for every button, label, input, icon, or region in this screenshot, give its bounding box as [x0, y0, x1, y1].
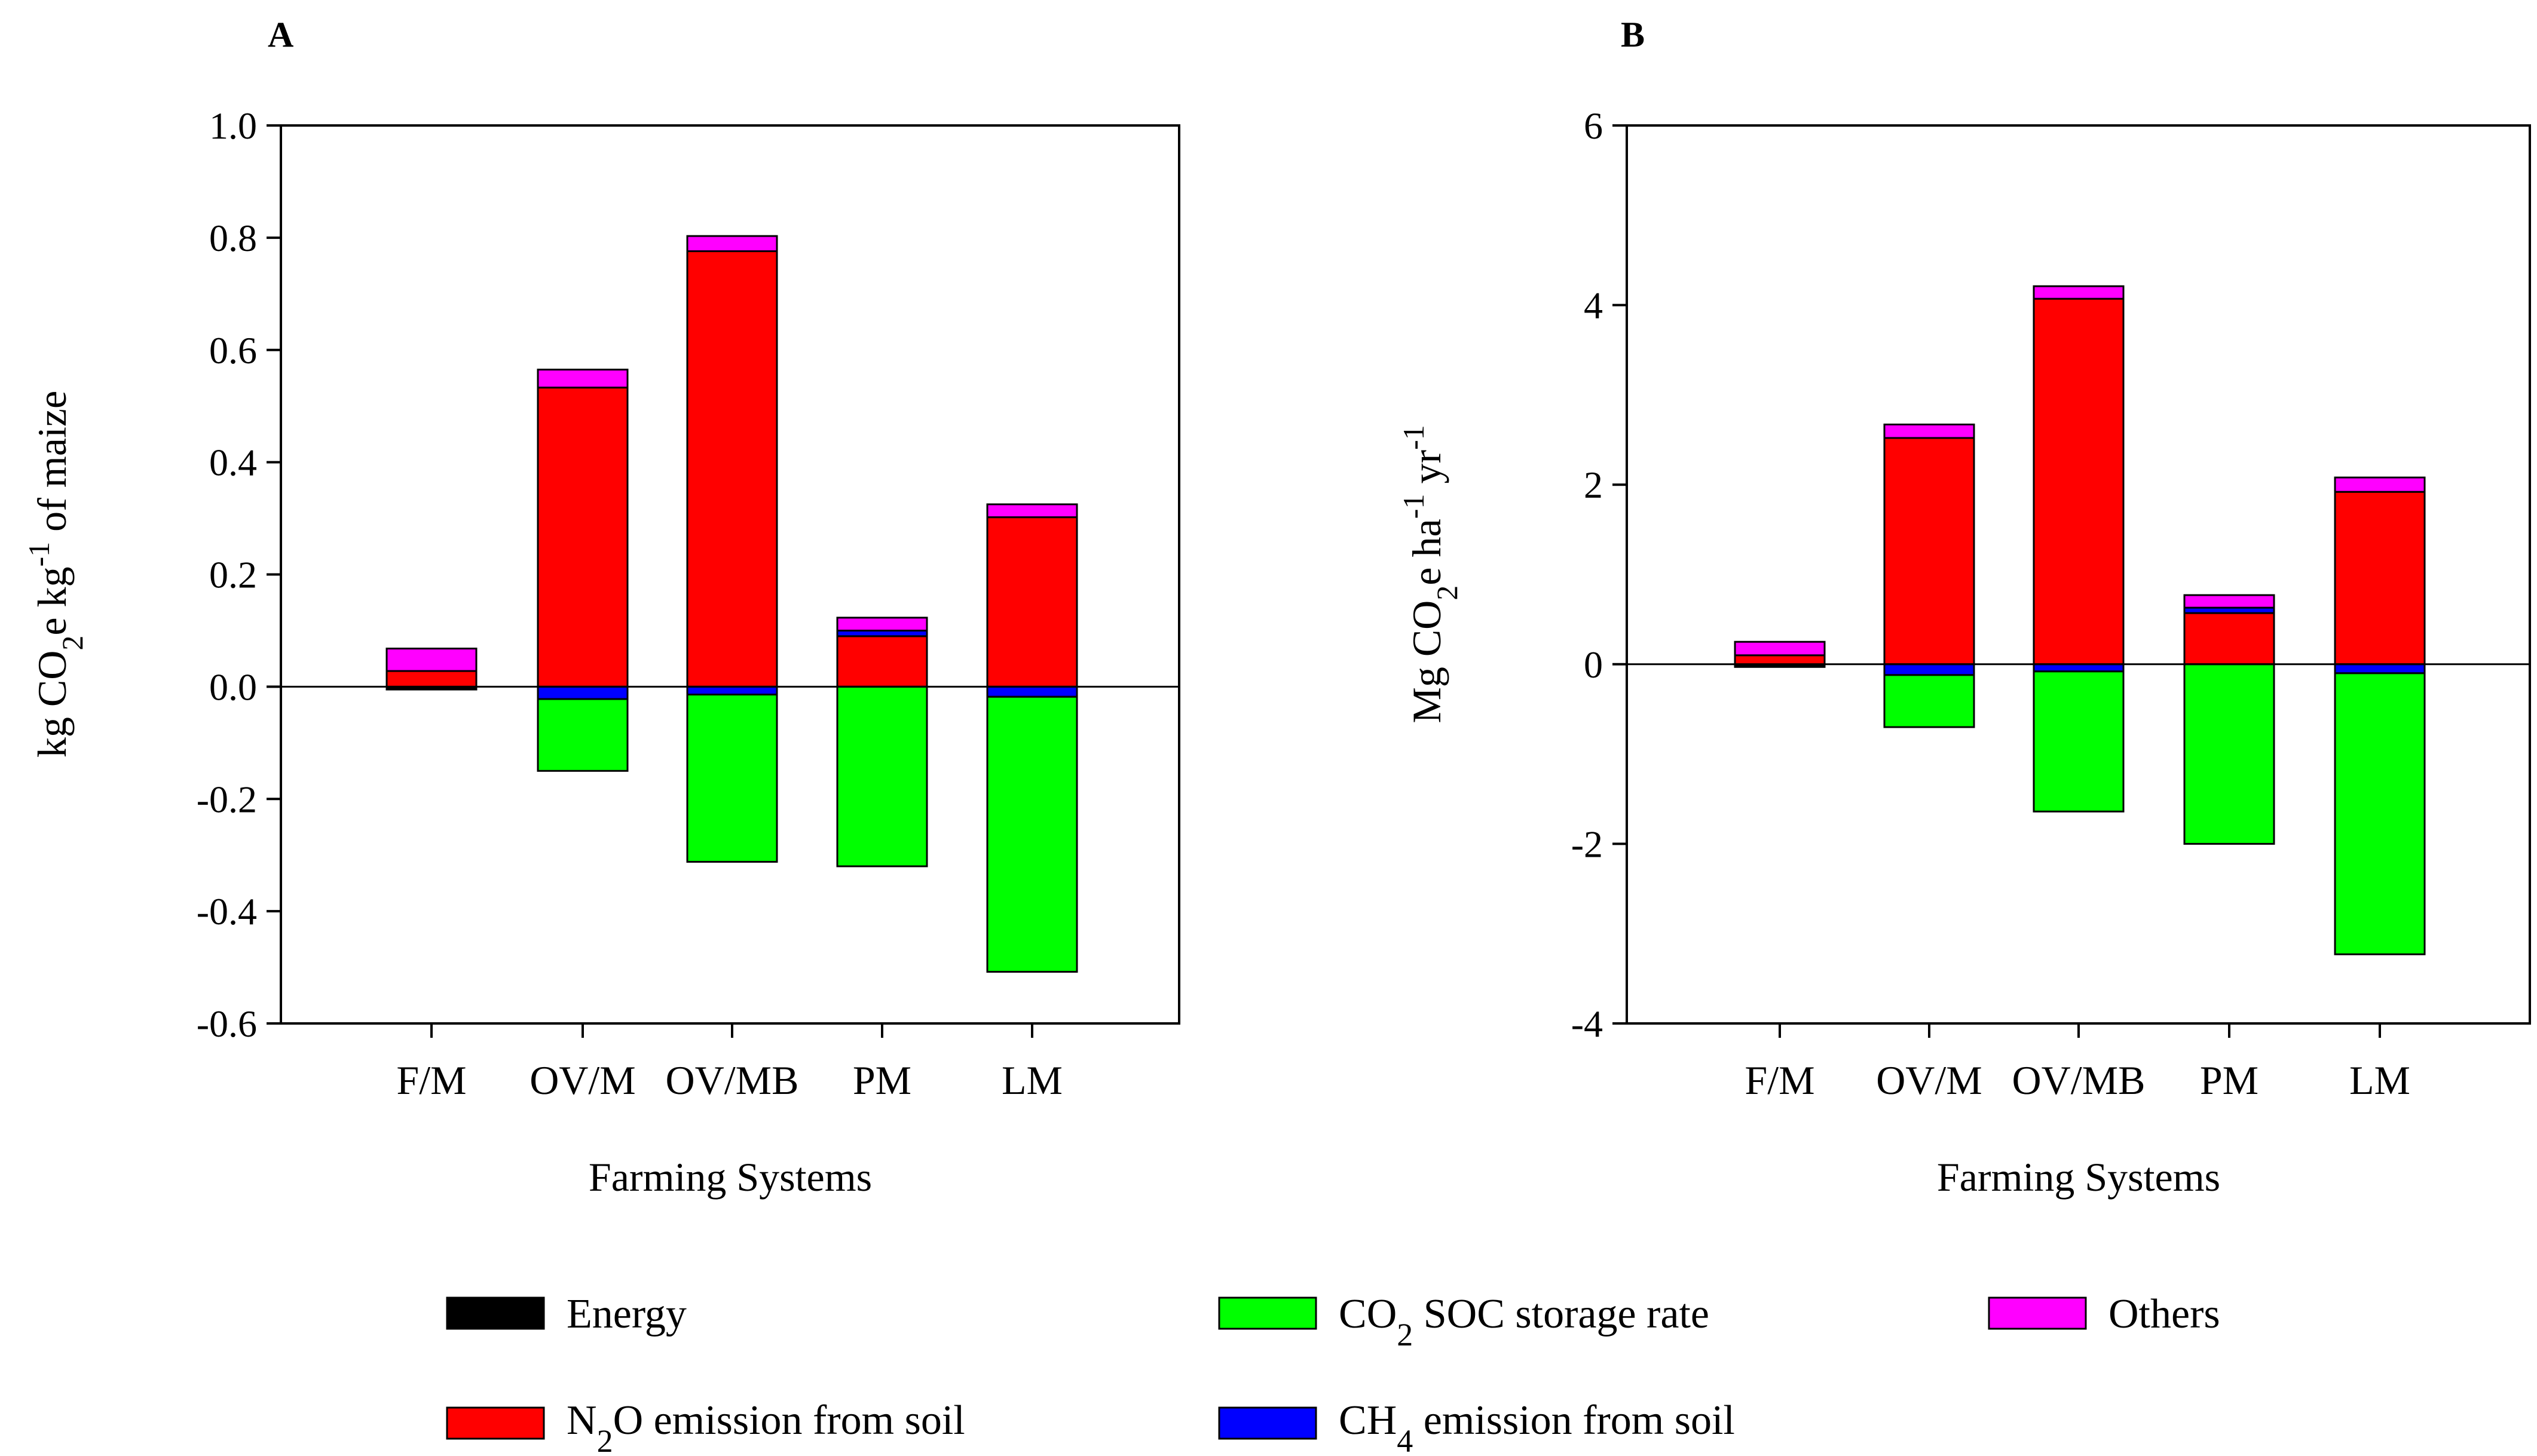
bar-segment — [537, 369, 629, 389]
x-tick-label: OV/MB — [2012, 1057, 2146, 1103]
bar-segment — [1883, 663, 1975, 676]
y-tick-label: 0.6 — [209, 329, 257, 372]
legend-label-others: Others — [2108, 1291, 2220, 1337]
y-tick-label: -2 — [1571, 823, 1603, 865]
bar-segment — [2334, 663, 2426, 675]
bar-segment — [2033, 285, 2125, 300]
y-tick-label: 0.0 — [209, 666, 257, 708]
legend-item-co2: CO2 SOC storage rate — [1218, 1291, 1709, 1353]
legend: Energy CO2 SOC storage rate Others N2O e… — [446, 1291, 2220, 1456]
legend-swatch-energy — [446, 1296, 545, 1330]
bar-segment — [2033, 298, 2125, 666]
y-tick-label: 6 — [1584, 105, 1603, 147]
bar-segment — [686, 694, 778, 863]
x-tick-label: OV/M — [530, 1057, 636, 1103]
panel-a-bars — [385, 235, 1078, 973]
bar-segment — [1883, 437, 1975, 666]
panel-b-x-axis: F/M OV/M OV/MB PM LM — [1745, 1023, 2410, 1103]
legend-label-ch4: CH4 emission from soil — [1339, 1397, 1735, 1456]
legend-swatch-others — [1988, 1296, 2087, 1330]
bar-segment — [836, 685, 928, 868]
bar-segment — [1734, 640, 1826, 657]
y-tick-label: 0.4 — [209, 442, 257, 484]
bar-segment — [2334, 491, 2426, 666]
bar-segment — [986, 685, 1078, 698]
y-tick-label: -0.6 — [197, 1003, 257, 1045]
bar-segment — [2334, 672, 2426, 955]
legend-label-n2o: N2O emission from soil — [567, 1397, 965, 1456]
panel-a-y-axis: 1.0 0.8 0.6 0.4 0.2 0.0 -0.2 -0.4 -0.6 — [197, 105, 281, 1045]
panel-b-y-axis: 6 4 2 0 -2 -4 — [1571, 105, 1627, 1045]
bar-segment — [537, 698, 629, 772]
bar-segment — [686, 235, 778, 252]
legend-item-n2o: N2O emission from soil — [446, 1397, 965, 1456]
panel-a-x-axis: F/M OV/M OV/MB PM LM — [396, 1023, 1063, 1103]
bar-segment — [2183, 663, 2275, 845]
bar-segment — [986, 516, 1078, 688]
panel-b-x-axis-title: Farming Systems — [1937, 1154, 2220, 1200]
legend-swatch-ch4 — [1218, 1406, 1317, 1440]
legend-item-energy: Energy — [446, 1291, 687, 1337]
bar-segment — [1734, 654, 1826, 666]
bar-segment — [385, 647, 478, 672]
legend-item-others: Others — [1988, 1291, 2220, 1337]
bar-segment — [836, 617, 928, 632]
panel-a-y-axis-title: kg CO2e kg-1 of maize — [22, 391, 89, 758]
y-tick-label: -0.4 — [197, 890, 257, 933]
panel-b-y-axis-title: Mg CO2e ha-1 yr-1 — [1397, 425, 1464, 723]
panel-a-x-axis-title: Farming Systems — [589, 1154, 872, 1200]
bar-segment — [537, 685, 629, 700]
y-tick-label: 0.8 — [209, 217, 257, 259]
x-tick-label: OV/M — [1876, 1057, 1982, 1103]
bar-segment — [385, 670, 478, 688]
y-tick-label: -0.2 — [197, 778, 257, 820]
bar-segment — [1883, 423, 1975, 439]
x-tick-label: LM — [2349, 1057, 2410, 1103]
bar-segment — [537, 387, 629, 688]
bar-segment — [986, 695, 1078, 973]
bar-segment — [2033, 670, 2125, 813]
y-tick-label: 0.2 — [209, 554, 257, 596]
legend-label-energy: Energy — [567, 1291, 687, 1337]
x-tick-label: LM — [1002, 1057, 1063, 1103]
x-tick-label: F/M — [1745, 1057, 1814, 1103]
y-tick-label: 4 — [1584, 284, 1603, 327]
legend-item-ch4: CH4 emission from soil — [1218, 1397, 1735, 1456]
x-tick-label: PM — [853, 1057, 911, 1103]
panel-a-label: A — [268, 15, 293, 54]
panel-b-label: B — [1621, 15, 1645, 54]
x-tick-label: OV/MB — [666, 1057, 799, 1103]
x-tick-label: PM — [2200, 1057, 2258, 1103]
bar-segment — [686, 685, 778, 696]
bar-segment — [2334, 476, 2426, 493]
bar-segment — [2033, 663, 2125, 673]
panel-b-bars — [1734, 285, 2426, 955]
legend-swatch-co2 — [1218, 1296, 1317, 1330]
legend-label-co2: CO2 SOC storage rate — [1339, 1291, 1709, 1353]
bar-segment — [836, 635, 928, 688]
y-tick-label: -4 — [1571, 1003, 1603, 1045]
y-tick-label: 2 — [1584, 464, 1603, 506]
bar-segment — [2183, 612, 2275, 666]
bar-segment — [986, 503, 1078, 519]
y-tick-label: 1.0 — [209, 105, 257, 147]
bar-segment — [2183, 594, 2275, 609]
bar-segment — [686, 250, 778, 688]
y-tick-label: 0 — [1584, 643, 1603, 686]
legend-swatch-n2o — [446, 1406, 545, 1440]
panel-b-chart: B 6 4 2 0 -2 -4 F/M OV/M OV/MB PM LM Farming Syst… — [1397, 15, 2531, 1200]
x-tick-label: F/M — [396, 1057, 466, 1103]
panel-a-chart: A 1.0 0.8 0.6 0.4 0.2 0.0 -0.2 -0.4 -0.6 F/M OV/M… — [22, 15, 1180, 1200]
bar-segment — [1883, 674, 1975, 728]
